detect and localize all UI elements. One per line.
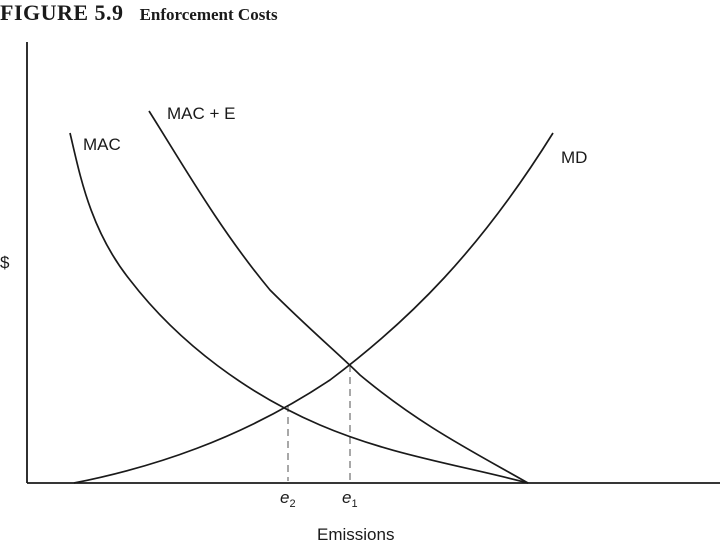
md-curve	[73, 132, 554, 484]
mac-e-curve	[148, 110, 529, 484]
e2-subscript: 2	[289, 498, 295, 510]
x-axis-label: Emissions	[317, 525, 394, 540]
figure-title: Enforcement Costs	[139, 5, 278, 24]
mac-label: MAC	[83, 135, 121, 154]
md-label: MD	[561, 148, 587, 167]
mac-curve	[69, 132, 529, 484]
e1-marker-label: e1	[342, 488, 358, 510]
figure-number: FIGURE 5.9	[0, 0, 124, 25]
e1-base: e	[342, 488, 351, 507]
figure-header: FIGURE 5.9 Enforcement Costs	[0, 0, 278, 26]
e2-marker-label: e2	[280, 488, 296, 510]
e1-subscript: 1	[351, 498, 357, 510]
y-axis-label: $	[0, 253, 10, 272]
e2-base: e	[280, 488, 289, 507]
mac-e-label: MAC + E	[167, 104, 236, 123]
